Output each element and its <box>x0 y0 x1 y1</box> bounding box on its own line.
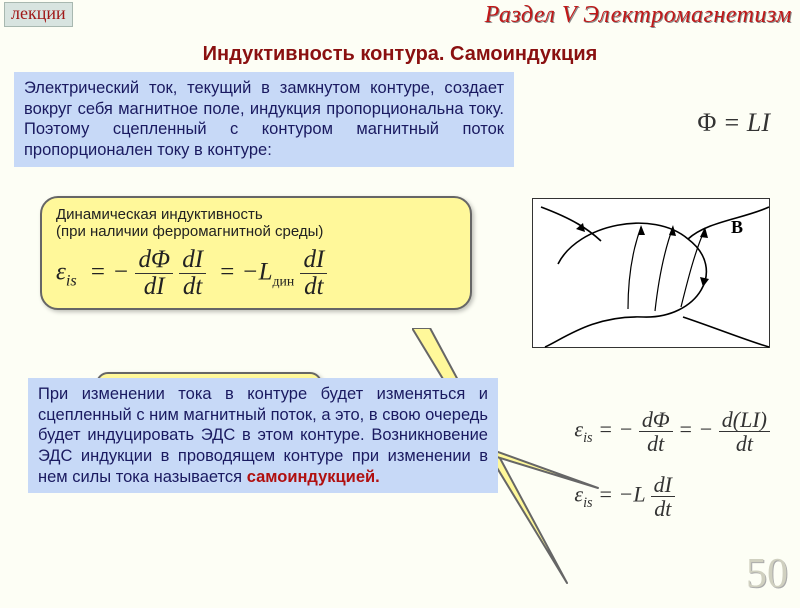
loop-field-diagram: B <box>532 198 770 348</box>
diagram-svg: B <box>533 199 771 349</box>
dyn-caption-1: Динамическая индуктивность <box>56 206 263 223</box>
self-induction-text-box: При изменении тока в контуре будет измен… <box>28 378 498 493</box>
box2-highlight: самоиндукцией. <box>247 468 380 486</box>
page-number: 50 <box>746 550 788 598</box>
dyn-formula: εis = − dΦdI dIdt = −Lдин dIdt <box>56 247 456 301</box>
emf-formulas: εis = − dΦdt = − d(LI)dt εis = −L dIdt <box>574 408 770 520</box>
intro-text: Электрический ток, текущий в замкнутом к… <box>24 79 504 159</box>
dynamic-inductance-callout: Динамическая индуктивность (при наличии … <box>40 196 472 310</box>
formula-emf-phi: εis = − dΦdt = − d(LI)dt <box>574 408 770 455</box>
formula-emf-l: εis = −L dIdt <box>574 473 770 520</box>
lectures-badge: лекции <box>4 2 73 27</box>
formula-phi-li: Φ = LI <box>697 108 770 138</box>
slide-title: Индуктивность контура. Самоиндукция <box>0 43 800 66</box>
intro-text-box: Электрический ток, текущий в замкнутом к… <box>14 72 514 167</box>
dyn-caption-2: (при наличии ферромагнитной среды) <box>56 223 323 240</box>
diagram-b-label: B <box>731 217 743 237</box>
top-bar: лекции Раздел V Электромагнетизм <box>0 0 800 29</box>
section-header: Раздел V Электромагнетизм <box>485 2 792 29</box>
